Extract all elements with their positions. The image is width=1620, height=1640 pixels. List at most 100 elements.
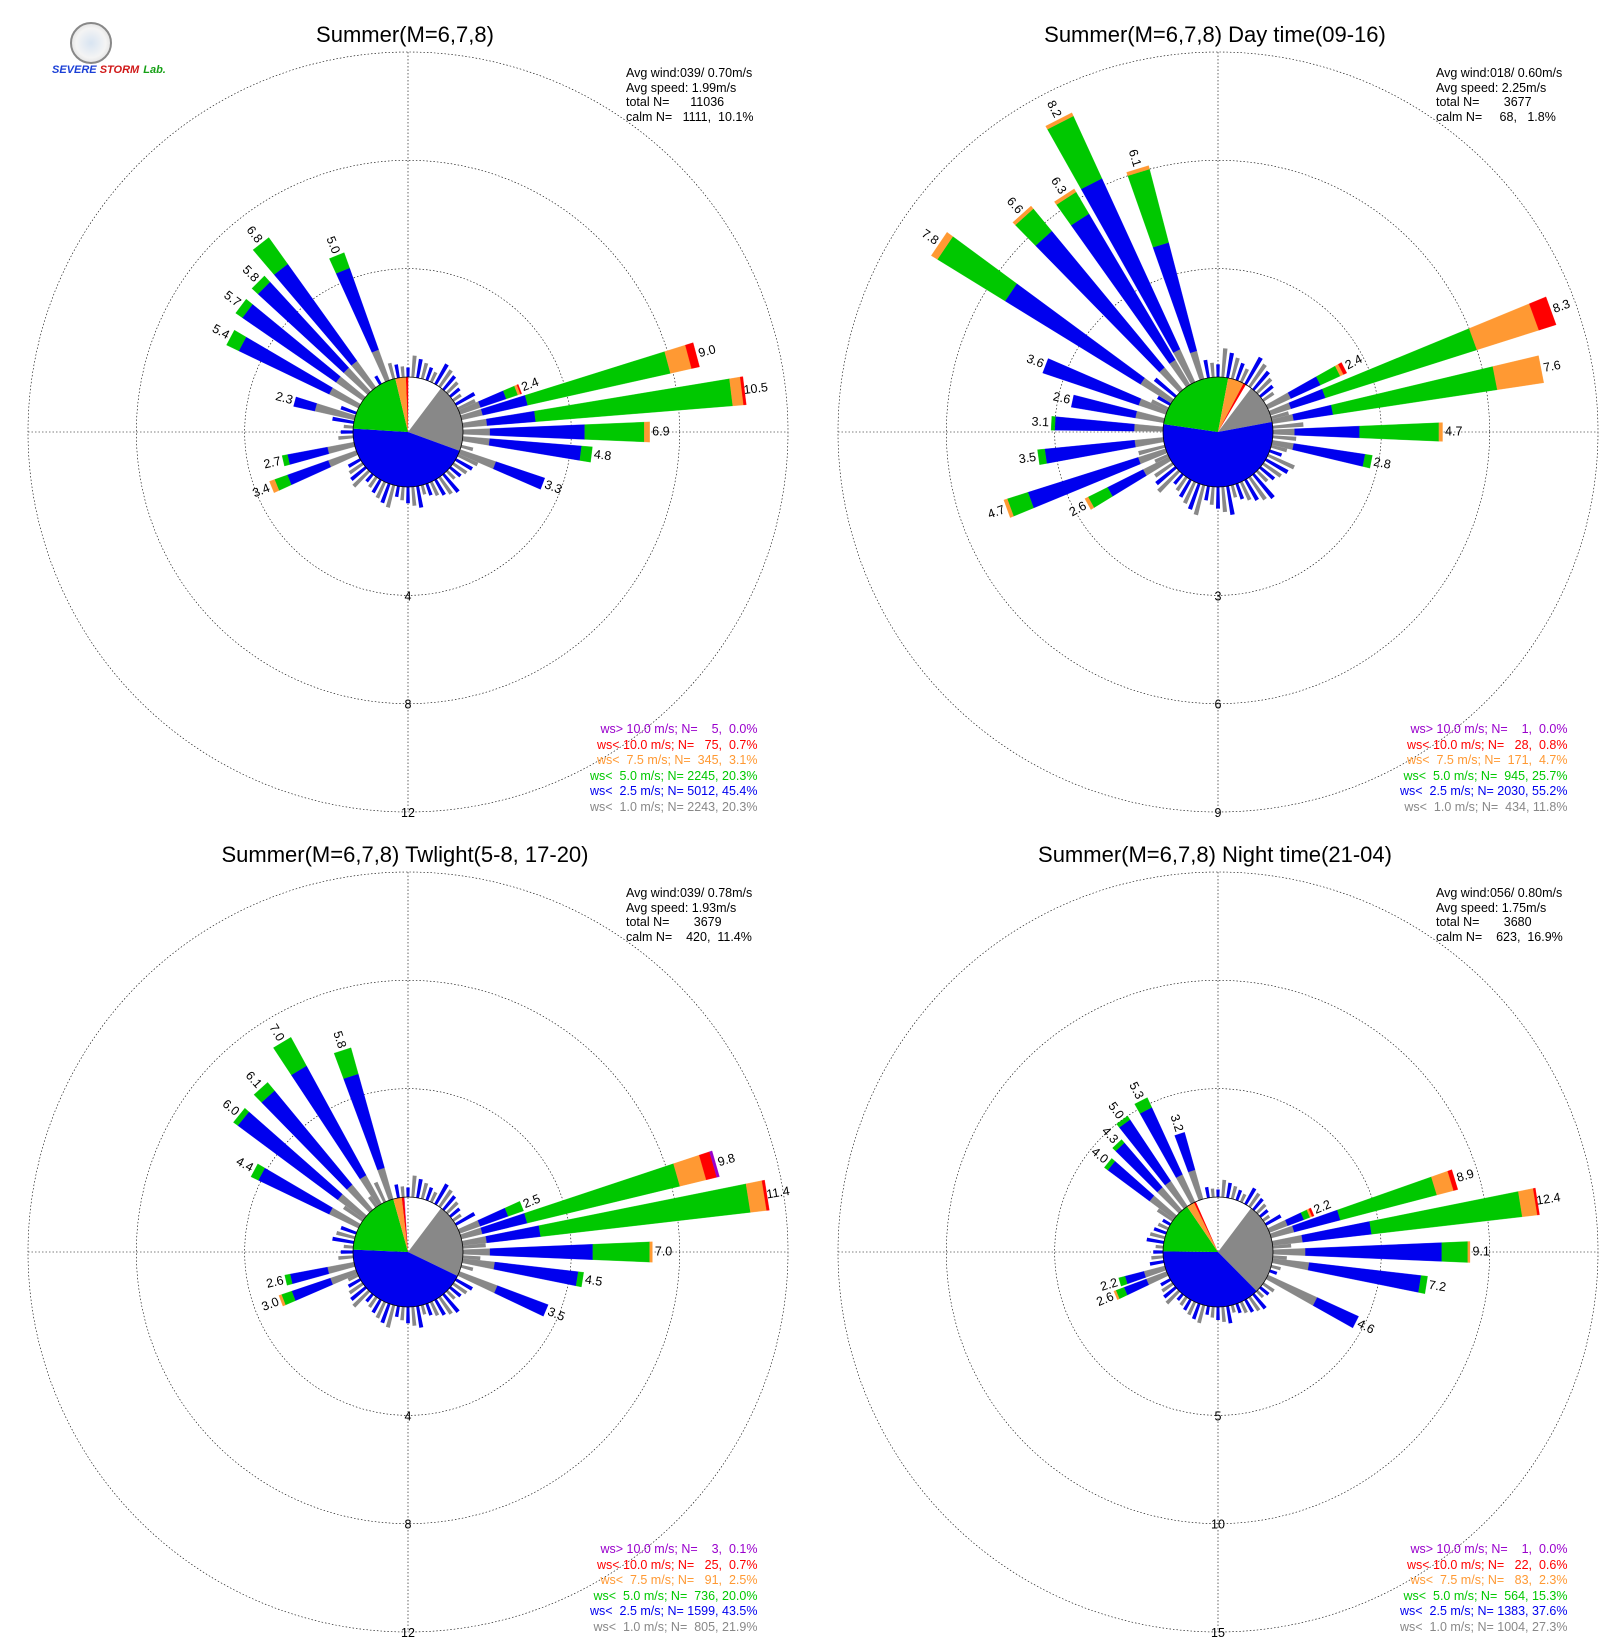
sector-bar-segment [252,237,288,275]
sector-bar-segment [1467,1241,1471,1263]
minor-sector-bar [394,364,400,379]
minor-sector-bar [380,1303,391,1324]
legend-entry: ws> 10.0 m/s; N= 3, 0.1% [600,1542,758,1556]
minor-sector-bar [454,1211,476,1226]
calm-pie-slice [1163,1206,1218,1252]
minor-sector-bar [438,369,453,388]
sector-total-label: 2.5 [521,1191,542,1211]
minor-sector-bar [457,398,476,411]
minor-sector-bar [1151,1255,1164,1260]
minor-sector-bar [1255,469,1269,483]
legend-entry: ws< 7.5 m/s; N= 91, 2.5% [600,1573,758,1587]
minor-sector-bar [1269,1269,1278,1275]
legend-entry: ws< 10.0 m/s; N= 25, 0.7% [596,1557,758,1572]
minor-sector-bar [394,1184,400,1199]
sector-total-label: 2.7 [262,454,282,472]
sector-bar-segment [1308,1207,1315,1217]
sector-bar-segment [1294,425,1360,439]
minor-sector-bar [452,462,468,475]
sector-bar-segment [327,441,356,454]
minor-sector-bar [406,1187,410,1198]
minor-sector-bar [429,1301,440,1317]
minor-sector-bar [1149,1232,1166,1240]
legend-entry: ws< 10.0 m/s; N= 22, 0.6% [1406,1557,1568,1572]
calm-circle [1162,1196,1274,1308]
sector-total-label: 6.1 [1126,148,1144,169]
minor-sector-bar [1216,1306,1220,1320]
legend-entry: ws< 7.5 m/s; N= 83, 2.3% [1410,1573,1568,1587]
sector-bar-segment [761,1179,770,1211]
sector-bar-segment [284,1273,293,1286]
minor-sector-bar [1272,1243,1292,1249]
sector-bar-segment [1113,1290,1120,1300]
minor-sector-bar [1272,435,1297,441]
sector-bar-segment [516,384,522,395]
minor-sector-bar [394,485,400,498]
minor-sector-bar [1235,362,1245,381]
minor-sector-bar [425,1187,434,1201]
minor-sector-bar [340,1250,354,1254]
minor-sector-bar [425,367,434,381]
sector-bar-segment [1054,416,1135,432]
minor-sector-bar [374,375,382,386]
sector-bar-segment [937,236,1017,302]
sector-bar-segment [462,1248,491,1256]
minor-sector-bar [406,1306,410,1324]
legend-entry: ws< 5.0 m/s; N= 564, 15.3% [1403,1588,1568,1603]
minor-sector-bar [380,483,391,504]
minor-sector-bar [460,444,474,452]
calm-pie-slice [1193,1201,1218,1252]
sector-bar-segment [1307,1262,1422,1293]
minor-sector-bar [1235,1189,1243,1201]
minor-sector-bar [365,473,374,483]
minor-sector-bar [449,1207,461,1218]
minor-sector-bar [1252,1197,1264,1211]
minor-sector-bar [452,393,462,402]
minor-sector-bar [1216,364,1220,378]
minor-sector-bar [1255,1203,1267,1215]
sector-bar-segment [592,1241,650,1263]
sector-bar-segment [575,1271,584,1288]
minor-sector-bar [343,1244,354,1249]
calm-pie-slice [1163,421,1273,488]
sector-total-label: 2.8 [1372,455,1392,472]
calm-circle [352,1196,464,1308]
minor-sector-bar [1153,377,1177,398]
sector-bar-segment [462,436,490,446]
minor-sector-bar [1173,473,1184,485]
sector-total-label: 7.6 [1542,358,1562,375]
sector-bar-segment [649,1241,653,1263]
sector-total-label: 4.4 [234,1154,256,1175]
sector-total-label: 5.7 [221,288,243,310]
minor-sector-bar [411,1175,417,1198]
ring-label: 12 [401,1626,415,1640]
minor-sector-bar [1149,1260,1165,1266]
minor-sector-bar [1157,1222,1169,1231]
minor-sector-bar [400,486,405,501]
minor-sector-bar [1162,1218,1172,1226]
minor-sector-bar [1270,411,1290,420]
minor-sector-bar [1255,377,1273,395]
stats-block: Avg wind:018/ 0.60m/s Avg speed: 2.25m/s t… [1436,66,1562,124]
calm-pie-slice [353,1199,408,1252]
sector-bar-segment [1359,422,1440,442]
sector-bar-segment [1305,1242,1442,1262]
minor-sector-bar [1252,473,1275,500]
windrose-panel: Summer(M=6,7,8) Night time(21-04) 5 10 15 2.… [810,820,1620,1640]
minor-sector-bar [347,1273,359,1282]
sector-bar-segment [486,410,536,426]
minor-sector-bar [1176,1293,1184,1301]
stats-line: Avg wind:018/ 0.60m/s [1436,66,1563,80]
minor-sector-bar [1239,481,1252,501]
minor-sector-bar [1230,1304,1236,1313]
sector-total-label: 6.1 [243,1069,265,1091]
minor-sector-bar [1183,1298,1192,1311]
minor-sector-bar [1226,485,1235,515]
sector-bar-segment [489,1244,593,1260]
sector-total-label: 3.6 [1025,351,1046,370]
sector-total-label: 8.2 [1044,98,1064,120]
stats-line: calm N= 1111, 10.1% [626,109,754,124]
minor-sector-bar [1154,453,1169,463]
sector-total-label: 3.3 [543,477,564,496]
